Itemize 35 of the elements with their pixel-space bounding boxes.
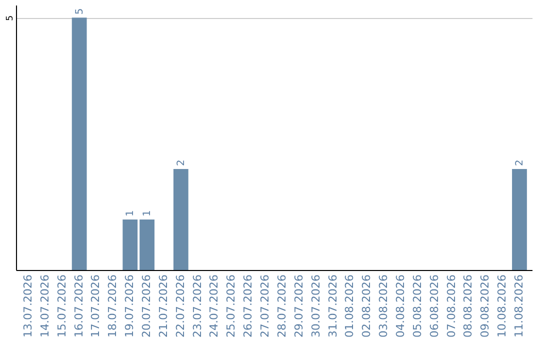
x-tick-label: 15.07.2026 [55, 274, 68, 338]
data-label: 1 [125, 210, 136, 217]
x-tick-label: 29.07.2026 [292, 274, 306, 338]
x-tick-label: 22.07.2026 [174, 274, 187, 338]
data-label: 2 [514, 160, 526, 166]
x-tick-label: 24.07.2026 [208, 274, 221, 338]
x-tick-label: 28.07.2026 [275, 274, 288, 338]
x-tick-label: 26.07.2026 [242, 274, 255, 338]
x-tick-label: 13.07.2026 [22, 274, 35, 338]
data-label: 2 [176, 160, 187, 166]
x-tick-label: 16.07.2026 [72, 274, 86, 338]
x-tick-label: 17.07.2026 [89, 274, 102, 338]
data-label: 1 [142, 210, 154, 217]
x-tick-label: 30.07.2026 [309, 274, 322, 338]
x-tick-label: 09.08.2026 [478, 274, 492, 338]
x-tick-label: 04.08.2026 [394, 274, 407, 338]
x-tick-label: 21.07.2026 [156, 274, 170, 338]
x-tick-label: 14.07.2026 [38, 274, 52, 338]
x-tick-label: 10.08.2026 [496, 274, 509, 338]
x-tick-label: 03.08.2026 [377, 274, 390, 338]
x-tick-label: 27.07.2026 [258, 274, 272, 338]
x-tick-label: 01.08.2026 [343, 274, 356, 338]
x-tick-label: 23.07.2026 [190, 274, 204, 338]
x-tick-label: 18.07.2026 [106, 274, 120, 338]
x-tick-label: 02.08.2026 [360, 274, 374, 338]
data-label: 5 [74, 8, 86, 15]
x-tick-label: 11.08.2026 [512, 274, 526, 338]
x-tick-label: 06.08.2026 [428, 274, 441, 338]
x-tick-label: 19.07.2026 [123, 274, 136, 338]
x-tick-label: 08.08.2026 [462, 274, 475, 338]
x-tick-label: 31.07.2026 [326, 274, 340, 338]
x-tick-label: 20.07.2026 [140, 274, 154, 338]
x-tick-label: 05.08.2026 [410, 274, 424, 338]
x-tick-label: 25.07.2026 [224, 274, 238, 338]
x-tick-label: 07.08.2026 [444, 274, 458, 338]
